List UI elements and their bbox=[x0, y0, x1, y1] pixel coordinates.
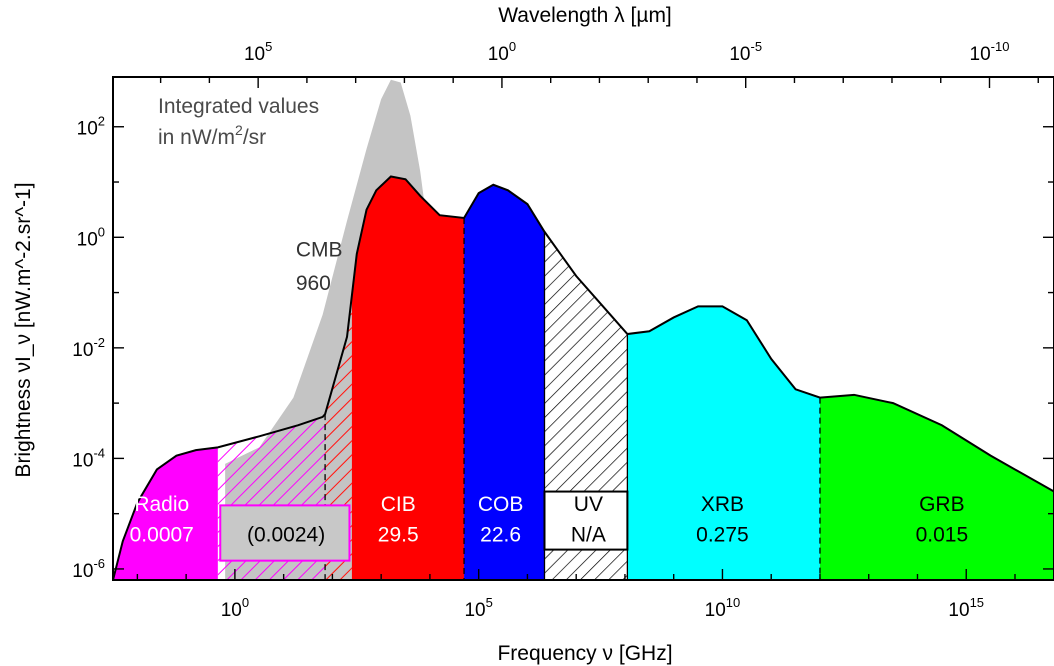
y-tick-label-4: 10-6 bbox=[72, 556, 105, 582]
x2-tick-label-0: 105 bbox=[244, 39, 272, 65]
xrb-area bbox=[627, 306, 820, 580]
cib-value: 29.5 bbox=[378, 523, 419, 546]
radio-area bbox=[113, 447, 218, 580]
cmb-label: CMB bbox=[296, 239, 343, 262]
integrated-values-note-line1: Integrated values bbox=[158, 95, 319, 118]
uv-label: UV bbox=[574, 493, 603, 516]
uv-label-box bbox=[543, 490, 629, 551]
cib-label: CIB bbox=[381, 493, 416, 516]
grb-area bbox=[819, 394, 1054, 580]
cob-value: 22.6 bbox=[480, 523, 521, 546]
radio-value: 0.0007 bbox=[130, 523, 194, 546]
unknown-value: (0.0024) bbox=[247, 523, 325, 546]
cob-label: COB bbox=[478, 493, 524, 516]
y-tick-label-3: 10-4 bbox=[72, 445, 105, 471]
grb-label: GRB bbox=[919, 493, 965, 516]
x-tick-label-2: 1010 bbox=[705, 595, 741, 621]
band-labels: Radio 0.0007 (0.0024) CIB 29.5 COB 22.6 UV N/A XR… bbox=[130, 239, 969, 562]
x2-tick-label-1: 100 bbox=[488, 39, 516, 65]
x2-tick-label-3: 10-10 bbox=[970, 39, 1010, 65]
envelope-line bbox=[113, 175, 1054, 580]
integrated-values-note-line2: in nW/m2/sr bbox=[158, 122, 266, 149]
x2-tick-label-2: 10-5 bbox=[729, 39, 762, 65]
axis-ticks: 100 105 1010 1015 105 100 10-5 10-10 102 100 10-2 1… bbox=[72, 39, 1054, 621]
cob-area bbox=[464, 184, 545, 580]
y-tick-label-1: 100 bbox=[77, 224, 105, 250]
xrb-label: XRB bbox=[701, 493, 744, 516]
x-tick-label-3: 1015 bbox=[948, 595, 984, 621]
xrb-value: 0.275 bbox=[696, 523, 749, 546]
cib-area bbox=[351, 176, 465, 580]
cmb-value: 960 bbox=[296, 272, 331, 295]
radio-label: Radio bbox=[134, 493, 189, 516]
grb-value: 0.015 bbox=[916, 523, 969, 546]
x-tick-label-1: 105 bbox=[464, 595, 492, 621]
plot-frame bbox=[112, 76, 1054, 581]
unknown-label-box bbox=[219, 504, 351, 562]
x-axis-title: Frequency ν [GHz] bbox=[497, 642, 672, 665]
y-tick-label-2: 10-2 bbox=[72, 335, 105, 361]
y-axis-title: Brightness νI_ν [nW.m^-2.sr^-1] bbox=[12, 182, 35, 477]
x2-axis-title: Wavelength λ [µm] bbox=[498, 4, 672, 27]
x-tick-label-0: 100 bbox=[221, 595, 249, 621]
uv-value: N/A bbox=[571, 523, 606, 546]
y-tick-label-0: 102 bbox=[77, 114, 105, 140]
